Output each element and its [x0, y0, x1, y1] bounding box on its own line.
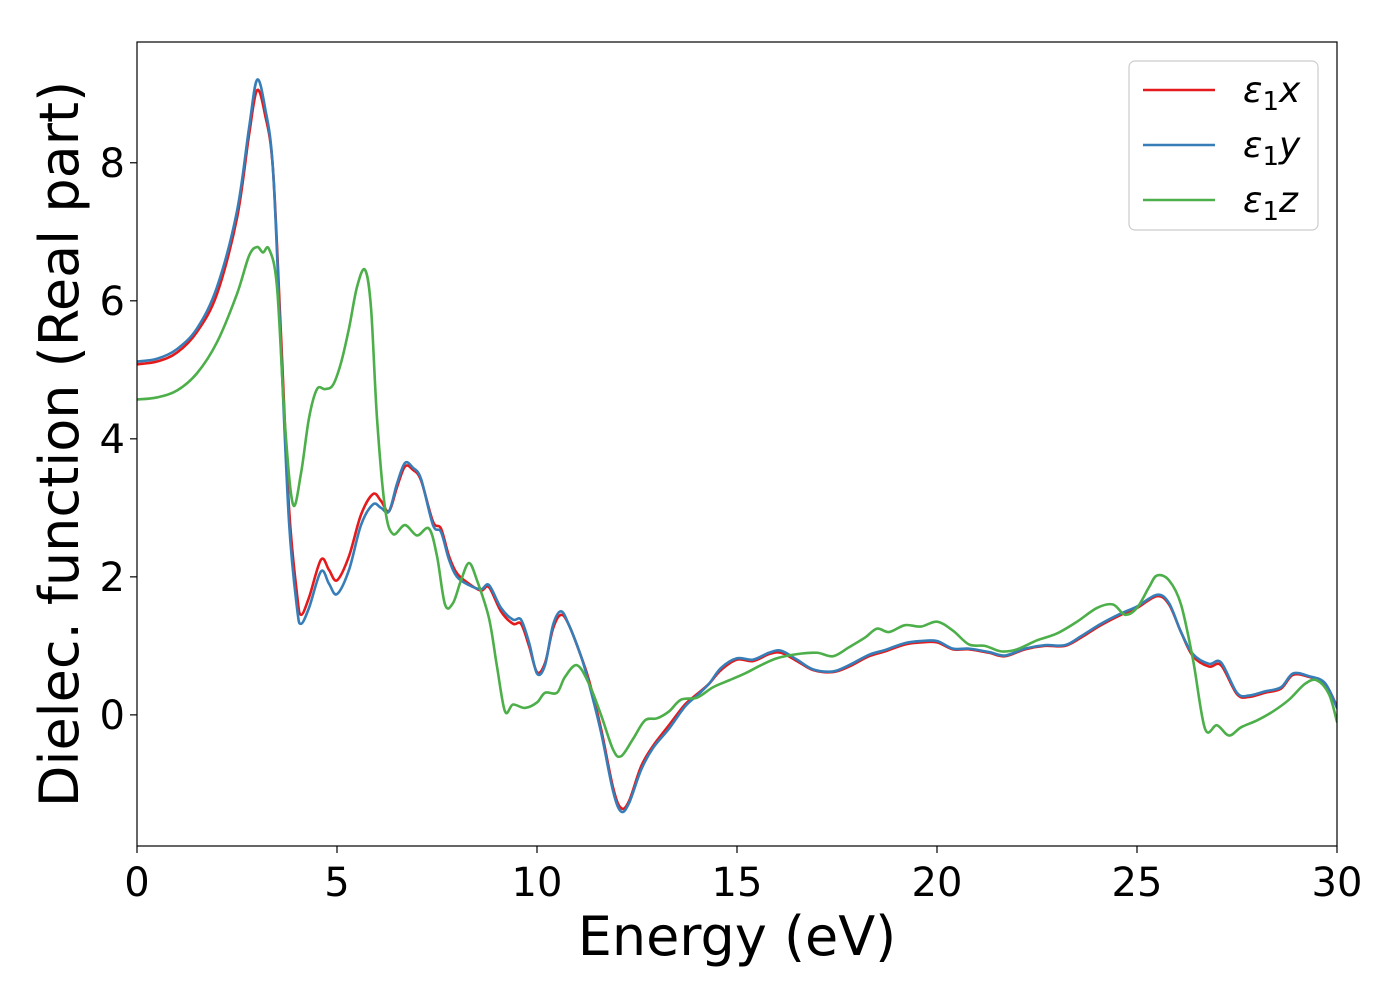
y-axis-title: Dielec. function (Real part)	[28, 81, 91, 807]
x-tick-label: 20	[912, 860, 963, 906]
series-line-z	[137, 245, 1337, 759]
x-tick-label: 0	[124, 860, 149, 906]
y-tick-label: 4	[100, 417, 125, 463]
series-line-y	[137, 78, 1337, 814]
x-axis-title: Energy (eV)	[578, 905, 897, 968]
legend-box	[1128, 60, 1319, 231]
x-tick-label: 25	[1112, 860, 1163, 906]
x-axis-ticks: 0 5 10 15 20 25 30	[124, 846, 1362, 906]
x-tick-label: 10	[512, 860, 563, 906]
legend-label-x: ε1x	[1243, 70, 1301, 117]
x-tick-label: 5	[324, 860, 349, 906]
x-tick-label: 30	[1312, 860, 1363, 906]
y-axis-ticks: 0 2 4 6 8	[100, 141, 137, 739]
series-layer	[137, 78, 1337, 814]
legend: ε1x ε1y ε1z	[1128, 60, 1319, 231]
y-tick-label: 6	[100, 279, 125, 325]
y-tick-label: 2	[100, 555, 125, 601]
y-tick-label: 0	[100, 693, 125, 739]
x-tick-label: 15	[712, 860, 763, 906]
y-tick-label: 8	[100, 141, 125, 187]
legend-label-z: ε1z	[1243, 180, 1299, 227]
legend-label-y: ε1y	[1243, 125, 1301, 172]
